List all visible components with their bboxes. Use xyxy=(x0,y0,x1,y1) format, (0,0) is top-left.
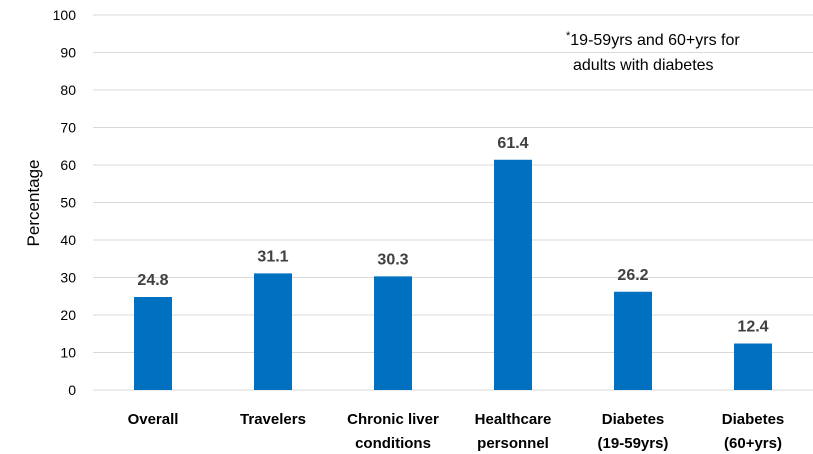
annotation-line-2: adults with diabetes xyxy=(573,57,714,74)
category-label-0-line-0: Overall xyxy=(128,411,179,428)
y-tick-label-60: 60 xyxy=(60,157,76,173)
category-label-4-line-1: (19-59yrs) xyxy=(598,435,669,452)
y-axis-title: Percentage xyxy=(24,160,43,247)
category-label-2-line-1: conditions xyxy=(355,435,431,452)
y-tick-label-20: 20 xyxy=(60,307,76,323)
category-label-5-line-0: Diabetes xyxy=(722,411,785,428)
bar-1 xyxy=(254,273,292,390)
category-label-3: Healthcare personnel xyxy=(475,411,552,452)
category-labels: Overall Travelers Chronic liver conditions H… xyxy=(128,411,785,452)
y-tick-label-70: 70 xyxy=(60,120,76,136)
category-label-4-line-0: Diabetes xyxy=(602,411,665,428)
bar-4 xyxy=(614,292,652,390)
data-label-0: 24.8 xyxy=(137,272,168,289)
category-label-4: Diabetes (19-59yrs) xyxy=(598,411,669,452)
bar-3 xyxy=(494,160,532,390)
y-tick-label-80: 80 xyxy=(60,82,76,98)
data-label-5: 12.4 xyxy=(737,319,768,336)
bar-5 xyxy=(734,344,772,391)
category-label-3-line-0: Healthcare xyxy=(475,411,552,428)
y-tick-label-90: 90 xyxy=(60,45,76,61)
annotation-line-1-text: 19-59yrs and 60+yrs for xyxy=(570,32,740,49)
y-axis-ticks: 0 10 20 30 40 50 60 70 80 90 100 xyxy=(53,7,77,398)
y-tick-label-0: 0 xyxy=(68,382,76,398)
annotation-line-1: *19-59yrs and 60+yrs for xyxy=(566,30,740,49)
category-label-2: Chronic liver conditions xyxy=(347,411,439,452)
data-label-3: 61.4 xyxy=(497,135,528,152)
bar-2 xyxy=(374,276,412,390)
data-label-1: 31.1 xyxy=(257,248,288,265)
category-label-3-line-1: personnel xyxy=(477,435,549,452)
category-label-5: Diabetes (60+yrs) xyxy=(722,411,785,452)
y-tick-label-50: 50 xyxy=(60,195,76,211)
y-tick-label-100: 100 xyxy=(53,7,77,23)
category-label-2-line-0: Chronic liver xyxy=(347,411,439,428)
category-label-5-line-1: (60+yrs) xyxy=(724,435,782,452)
category-label-1: Travelers xyxy=(240,411,306,428)
y-tick-label-40: 40 xyxy=(60,232,76,248)
y-tick-label-30: 30 xyxy=(60,270,76,286)
category-label-0: Overall xyxy=(128,411,179,428)
bars xyxy=(134,160,772,390)
y-tick-label-10: 10 xyxy=(60,345,76,361)
category-label-1-line-0: Travelers xyxy=(240,411,306,428)
data-label-4: 26.2 xyxy=(617,267,648,284)
bar-0 xyxy=(134,297,172,390)
data-label-2: 30.3 xyxy=(377,251,408,268)
